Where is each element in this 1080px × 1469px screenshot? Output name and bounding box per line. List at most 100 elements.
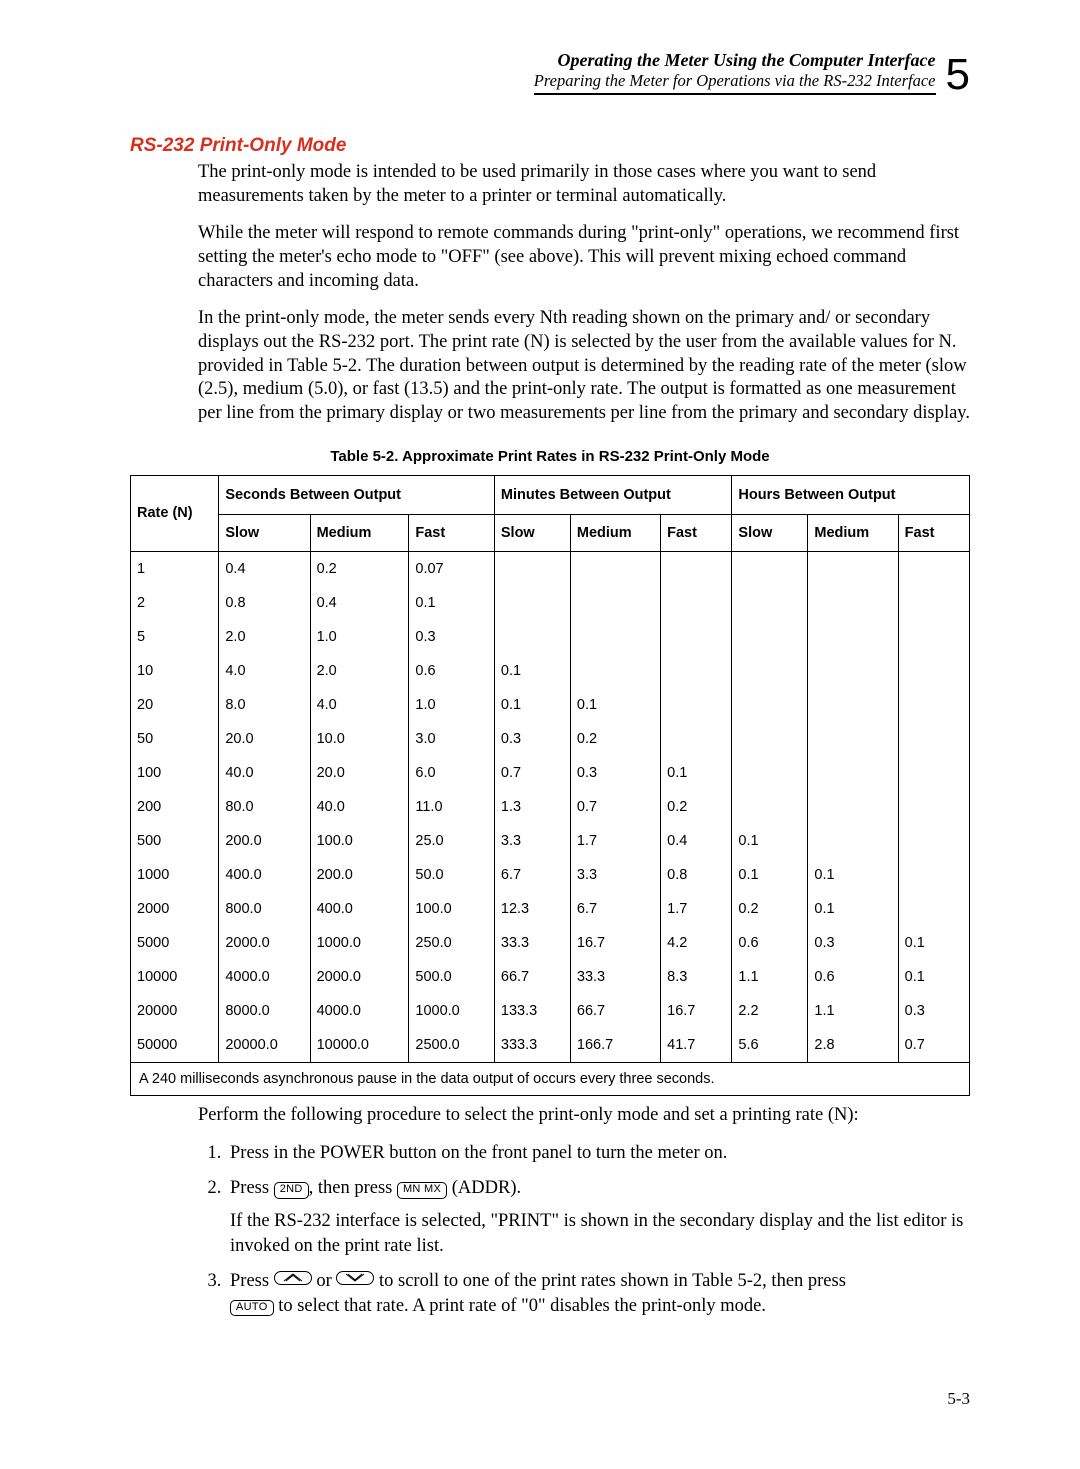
- table-cell: 100: [131, 756, 219, 790]
- table-cell: 11.0: [409, 790, 495, 824]
- step-3-text-d: to select that rate. A print rate of "0"…: [274, 1296, 766, 1316]
- down-arrow-key-icon: [336, 1271, 374, 1285]
- table-cell: 1000.0: [310, 926, 409, 960]
- table-cell: 10.0: [310, 722, 409, 756]
- table-cell: [808, 586, 898, 620]
- table-cell: [570, 586, 660, 620]
- table-cell: 8.0: [219, 688, 310, 722]
- header-text-block: Operating the Meter Using the Computer I…: [534, 50, 936, 95]
- table-cell: 1.0: [409, 688, 495, 722]
- table-cell: [732, 756, 808, 790]
- table-cell: 40.0: [219, 756, 310, 790]
- table-cell: 0.7: [570, 790, 660, 824]
- table-cell: [494, 586, 570, 620]
- table-cell: [808, 551, 898, 586]
- table-cell: [808, 756, 898, 790]
- step-2-text-c: (ADDR).: [447, 1178, 521, 1198]
- table-cell: 0.1: [732, 824, 808, 858]
- table-cell: [494, 551, 570, 586]
- table-cell: 5: [131, 620, 219, 654]
- table-cell: 3.3: [570, 858, 660, 892]
- table-cell: 0.6: [409, 654, 495, 688]
- table-cell: 0.3: [409, 620, 495, 654]
- table-cell: 0.2: [732, 892, 808, 926]
- table-cell: [898, 858, 969, 892]
- table-cell: 0.6: [808, 960, 898, 994]
- paragraph-3: In the print-only mode, the meter sends …: [198, 307, 970, 425]
- table-cell: 0.07: [409, 551, 495, 586]
- table-cell: [808, 654, 898, 688]
- table-cell: 1.1: [808, 994, 898, 1028]
- step-2-text-d: If the RS-232 interface is selected, "PR…: [230, 1211, 963, 1256]
- key-auto: AUTO: [230, 1300, 274, 1316]
- table-cell: 0.1: [494, 688, 570, 722]
- table-cell: [732, 620, 808, 654]
- section-title: RS-232 Print-Only Mode: [130, 135, 970, 157]
- table-cell: 400.0: [219, 858, 310, 892]
- table-row: 200008000.04000.01000.0133.366.716.72.21…: [131, 994, 970, 1028]
- table-cell: 2: [131, 586, 219, 620]
- table-cell: [570, 620, 660, 654]
- table-cell: 66.7: [494, 960, 570, 994]
- table-cell: 20.0: [310, 756, 409, 790]
- step-3-text-b: or: [312, 1271, 337, 1291]
- step-2-text-b: , then press: [309, 1178, 397, 1198]
- table-cell: [808, 620, 898, 654]
- col-min-fast: Fast: [661, 514, 732, 551]
- key-mnmx: MN MX: [397, 1182, 447, 1198]
- table-cell: 8.3: [661, 960, 732, 994]
- table-cell: [808, 824, 898, 858]
- col-sec-fast: Fast: [409, 514, 495, 551]
- table-cell: 50: [131, 722, 219, 756]
- table-cell: 33.3: [494, 926, 570, 960]
- table-cell: 4000.0: [310, 994, 409, 1028]
- table-cell: 800.0: [219, 892, 310, 926]
- table-cell: 0.6: [732, 926, 808, 960]
- table-cell: 2500.0: [409, 1028, 495, 1063]
- table-cell: [661, 620, 732, 654]
- table-cell: [732, 654, 808, 688]
- table-cell: 16.7: [570, 926, 660, 960]
- table-cell: 200: [131, 790, 219, 824]
- table-cell: 80.0: [219, 790, 310, 824]
- table-cell: [732, 790, 808, 824]
- print-rates-table: Rate (N) Seconds Between Output Minutes …: [130, 475, 970, 1096]
- table-row: 52.01.00.3: [131, 620, 970, 654]
- table-cell: 4000.0: [219, 960, 310, 994]
- table-cell: 0.3: [808, 926, 898, 960]
- table-cell: 40.0: [310, 790, 409, 824]
- table-cell: 2000.0: [219, 926, 310, 960]
- table-cell: 0.1: [570, 688, 660, 722]
- table-cell: 4.0: [310, 688, 409, 722]
- table-cell: 8000.0: [219, 994, 310, 1028]
- table-cell: 0.2: [661, 790, 732, 824]
- table-cell: 1.1: [732, 960, 808, 994]
- paragraph-2: While the meter will respond to remote c…: [198, 222, 970, 293]
- col-hr-slow: Slow: [732, 514, 808, 551]
- table-cell: 0.4: [219, 551, 310, 586]
- table-cell: [898, 654, 969, 688]
- step-2-text-a: Press: [230, 1178, 274, 1198]
- col-sec-slow: Slow: [219, 514, 310, 551]
- table-cell: 4.2: [661, 926, 732, 960]
- step-2: Press 2ND, then press MN MX (ADDR). If t…: [226, 1176, 970, 1259]
- table-cell: [570, 654, 660, 688]
- col-group-seconds: Seconds Between Output: [219, 475, 495, 514]
- table-cell: 3.0: [409, 722, 495, 756]
- table-cell: 0.1: [898, 926, 969, 960]
- table-cell: 0.3: [898, 994, 969, 1028]
- table-cell: [661, 586, 732, 620]
- table-cell: 1.0: [310, 620, 409, 654]
- step-3-text-c: to scroll to one of the print rates show…: [374, 1271, 846, 1291]
- table-cell: 0.3: [570, 756, 660, 790]
- step-1: Press in the POWER button on the front p…: [226, 1141, 970, 1166]
- col-hr-fast: Fast: [898, 514, 969, 551]
- table-cell: 133.3: [494, 994, 570, 1028]
- table-cell: 33.3: [570, 960, 660, 994]
- table-row: 208.04.01.00.10.1: [131, 688, 970, 722]
- table-cell: [661, 551, 732, 586]
- table-cell: 4.0: [219, 654, 310, 688]
- table-cell: [732, 722, 808, 756]
- table-cell: 400.0: [310, 892, 409, 926]
- table-cell: 20000: [131, 994, 219, 1028]
